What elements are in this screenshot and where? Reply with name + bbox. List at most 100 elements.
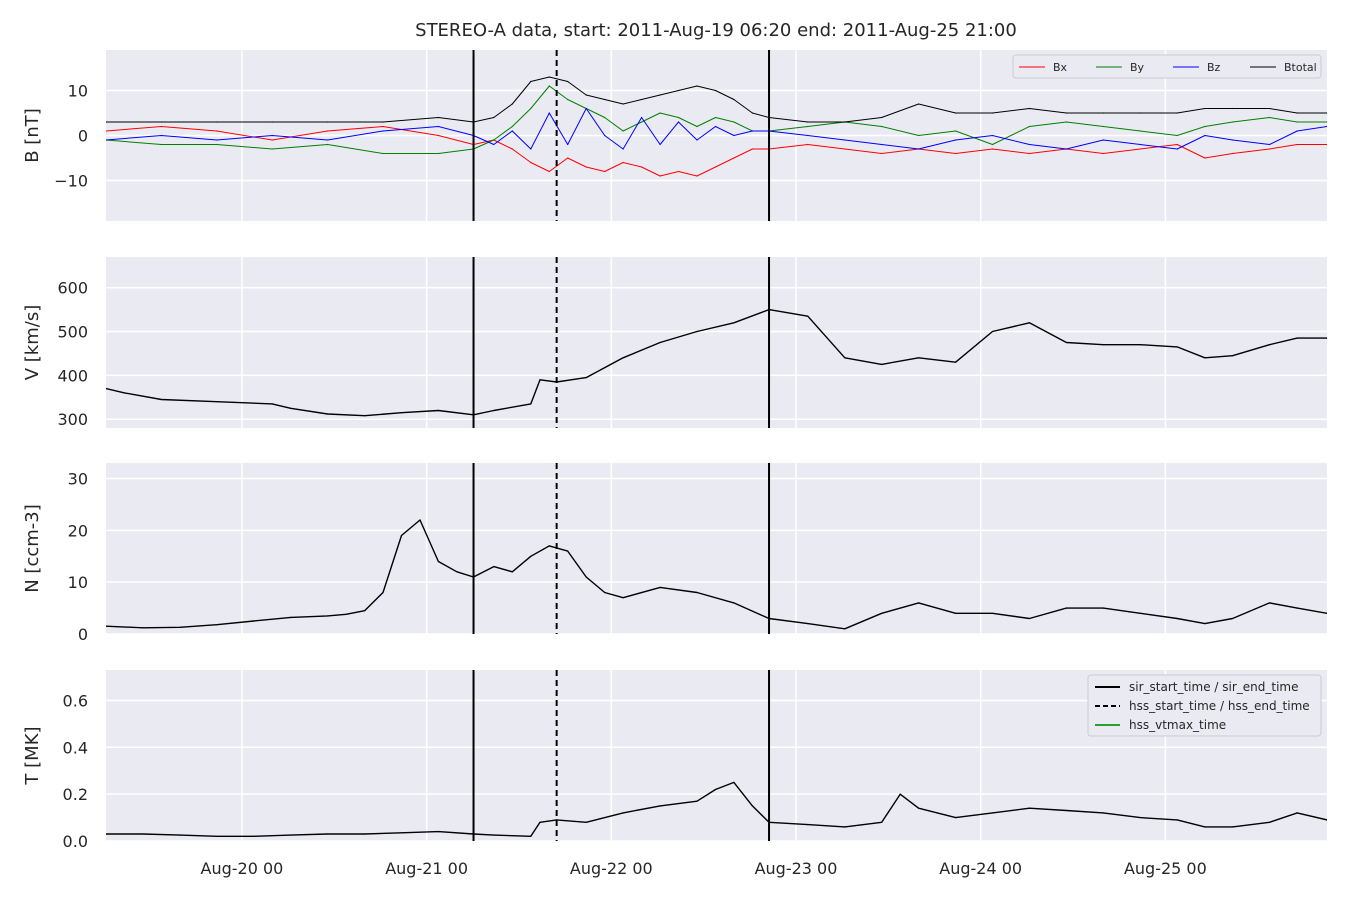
data-point <box>991 143 994 146</box>
data-point <box>1204 134 1206 137</box>
data-point <box>456 571 458 573</box>
data-point <box>106 387 107 390</box>
data-point <box>511 148 513 150</box>
data-point <box>622 357 624 359</box>
series-line-bx <box>106 126 1327 177</box>
data-point <box>622 148 624 150</box>
data-point <box>751 130 754 132</box>
y-tick-label: 0 <box>78 625 88 644</box>
legend-entry: By <box>1130 61 1145 74</box>
data-point <box>659 143 661 146</box>
data-point <box>1028 807 1030 809</box>
data-point <box>604 170 606 173</box>
data-point <box>696 85 698 87</box>
data-point <box>604 98 606 101</box>
event-legend: sir_start_time / sir_end_time hss_start_t… <box>1087 674 1322 737</box>
data-point <box>604 134 606 137</box>
data-point <box>1065 148 1067 150</box>
data-point <box>918 148 920 150</box>
data-point <box>160 121 162 123</box>
panel-4: 0.0 0.2 0.4 0.6 T [MK] sir_start_time / sir_e… <box>22 670 1327 851</box>
data-point <box>530 161 532 164</box>
data-point <box>1296 143 1298 146</box>
data-point <box>641 98 643 101</box>
data-point <box>1326 112 1327 114</box>
data-point <box>1268 107 1271 110</box>
data-point <box>567 98 569 101</box>
data-point <box>659 586 661 589</box>
data-point <box>1326 121 1327 123</box>
data-point <box>539 821 541 823</box>
legend-entry: Bz <box>1207 61 1221 74</box>
data-point <box>142 627 144 629</box>
data-point <box>1204 357 1206 359</box>
data-point <box>253 835 255 837</box>
data-point <box>106 130 107 132</box>
data-point <box>733 781 735 784</box>
data-point <box>807 143 809 146</box>
data-point <box>918 602 920 604</box>
data-point <box>585 107 587 110</box>
data-point <box>253 620 255 622</box>
data-point <box>881 143 883 146</box>
data-point <box>216 835 218 837</box>
data-point <box>160 134 162 137</box>
data-point <box>567 80 569 83</box>
data-point <box>437 152 439 155</box>
data-point <box>1326 143 1327 146</box>
data-point <box>714 89 717 92</box>
data-point <box>955 361 957 363</box>
data-point <box>290 834 292 836</box>
data-point <box>714 125 717 128</box>
data-point <box>511 125 513 128</box>
data-point <box>714 788 717 791</box>
y-tick-label: 0.2 <box>63 785 88 804</box>
data-point <box>955 130 957 132</box>
data-point <box>585 377 587 379</box>
data-point <box>567 157 569 159</box>
legend-entry: Btotal <box>1284 61 1317 74</box>
data-point <box>955 817 957 819</box>
data-point <box>659 805 661 807</box>
data-point <box>899 793 901 795</box>
data-point <box>622 597 624 599</box>
series-line-btotal <box>106 76 1327 123</box>
data-point <box>1326 337 1327 339</box>
data-point <box>382 125 384 128</box>
x-tick-label: Aug-21 00 <box>385 859 468 878</box>
x-tick-label: Aug-22 00 <box>570 859 653 878</box>
data-point <box>881 612 883 614</box>
data-point <box>807 125 809 128</box>
data-point <box>1028 143 1030 146</box>
data-point <box>807 824 809 826</box>
y-tick-label: 30 <box>68 470 88 489</box>
data-point <box>530 835 532 837</box>
data-point <box>844 826 846 828</box>
data-point <box>1296 130 1298 132</box>
y-tick-label: 500 <box>57 323 88 342</box>
data-point <box>216 121 218 123</box>
data-point <box>1028 152 1030 155</box>
data-point <box>1204 157 1206 159</box>
panel-background <box>106 463 1327 634</box>
data-point <box>271 139 273 141</box>
data-point <box>216 130 218 132</box>
data-point <box>548 545 550 547</box>
data-point <box>918 807 920 809</box>
y-axis-label: N [ccm-3] <box>22 504 43 593</box>
y-axis-label: V [km/s] <box>22 305 43 380</box>
data-point <box>807 121 809 123</box>
data-point <box>1268 602 1271 604</box>
data-point <box>271 403 273 405</box>
data-point <box>1065 121 1067 123</box>
data-point <box>106 139 107 141</box>
data-point <box>604 116 606 119</box>
data-point <box>641 166 643 168</box>
series-group <box>106 76 1327 177</box>
data-point <box>493 834 495 836</box>
y-tick-label: 0.6 <box>63 691 88 710</box>
y-axis-label: T [MK] <box>22 726 43 785</box>
data-point <box>622 130 624 132</box>
y-tick-label: 300 <box>57 410 88 429</box>
